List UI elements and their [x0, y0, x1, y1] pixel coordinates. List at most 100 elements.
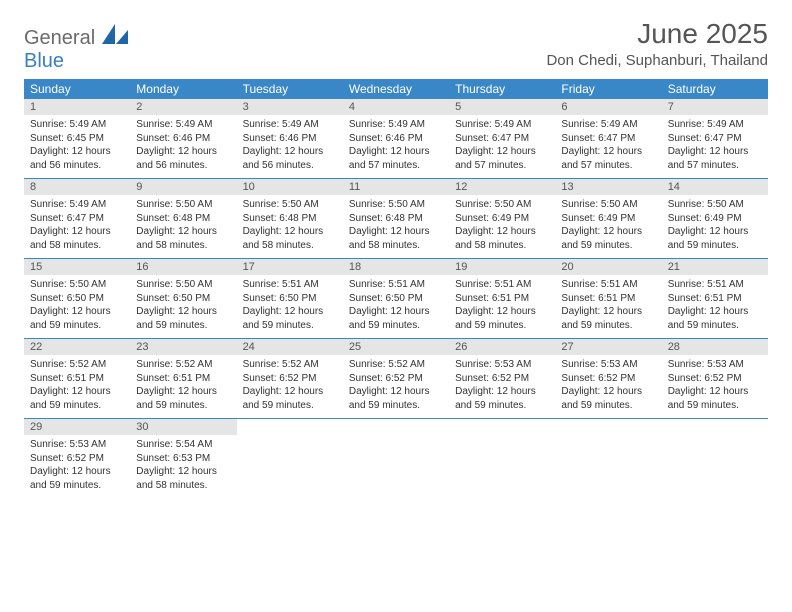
- month-title: June 2025: [546, 18, 768, 50]
- weekday-header: Wednesday: [343, 79, 449, 99]
- weekday-header: Tuesday: [237, 79, 343, 99]
- calendar-cell: 23Sunrise: 5:52 AMSunset: 6:51 PMDayligh…: [130, 339, 236, 419]
- day-number: 11: [343, 179, 449, 195]
- day-details: Sunrise: 5:52 AMSunset: 6:52 PMDaylight:…: [237, 355, 343, 418]
- day-details: Sunrise: 5:52 AMSunset: 6:52 PMDaylight:…: [343, 355, 449, 418]
- calendar-cell: 13Sunrise: 5:50 AMSunset: 6:49 PMDayligh…: [555, 179, 661, 259]
- calendar-cell: 29Sunrise: 5:53 AMSunset: 6:52 PMDayligh…: [24, 419, 130, 499]
- calendar-cell: 12Sunrise: 5:50 AMSunset: 6:49 PMDayligh…: [449, 179, 555, 259]
- calendar-cell: 21Sunrise: 5:51 AMSunset: 6:51 PMDayligh…: [662, 259, 768, 339]
- day-details: Sunrise: 5:52 AMSunset: 6:51 PMDaylight:…: [24, 355, 130, 418]
- day-details: Sunrise: 5:51 AMSunset: 6:51 PMDaylight:…: [449, 275, 555, 338]
- day-number: 5: [449, 99, 555, 115]
- day-details: Sunrise: 5:50 AMSunset: 6:50 PMDaylight:…: [130, 275, 236, 338]
- day-number: 29: [24, 419, 130, 435]
- day-details: Sunrise: 5:51 AMSunset: 6:51 PMDaylight:…: [555, 275, 661, 338]
- day-number: 10: [237, 179, 343, 195]
- day-number: 1: [24, 99, 130, 115]
- calendar-cell: 8Sunrise: 5:49 AMSunset: 6:47 PMDaylight…: [24, 179, 130, 259]
- calendar-cell: [555, 419, 661, 499]
- weekday-header: Monday: [130, 79, 236, 99]
- day-details: Sunrise: 5:53 AMSunset: 6:52 PMDaylight:…: [662, 355, 768, 418]
- day-details: Sunrise: 5:50 AMSunset: 6:49 PMDaylight:…: [555, 195, 661, 258]
- day-details: Sunrise: 5:49 AMSunset: 6:46 PMDaylight:…: [343, 115, 449, 178]
- calendar-head: SundayMondayTuesdayWednesdayThursdayFrid…: [24, 79, 768, 99]
- day-number: 17: [237, 259, 343, 275]
- day-details: Sunrise: 5:52 AMSunset: 6:51 PMDaylight:…: [130, 355, 236, 418]
- day-details: Sunrise: 5:53 AMSunset: 6:52 PMDaylight:…: [24, 435, 130, 498]
- calendar-cell: 3Sunrise: 5:49 AMSunset: 6:46 PMDaylight…: [237, 99, 343, 179]
- day-details: Sunrise: 5:51 AMSunset: 6:50 PMDaylight:…: [237, 275, 343, 338]
- day-details: Sunrise: 5:49 AMSunset: 6:47 PMDaylight:…: [662, 115, 768, 178]
- logo-text: General Blue: [24, 24, 128, 73]
- logo-sail-icon: [102, 24, 128, 44]
- calendar-week: 15Sunrise: 5:50 AMSunset: 6:50 PMDayligh…: [24, 259, 768, 339]
- day-number: 20: [555, 259, 661, 275]
- calendar-week: 8Sunrise: 5:49 AMSunset: 6:47 PMDaylight…: [24, 179, 768, 259]
- calendar-cell: 18Sunrise: 5:51 AMSunset: 6:50 PMDayligh…: [343, 259, 449, 339]
- day-number: 28: [662, 339, 768, 355]
- title-area: June 2025 Don Chedi, Suphanburi, Thailan…: [546, 18, 768, 69]
- day-number: 2: [130, 99, 236, 115]
- calendar-cell: 25Sunrise: 5:52 AMSunset: 6:52 PMDayligh…: [343, 339, 449, 419]
- header: General Blue June 2025 Don Chedi, Suphan…: [24, 18, 768, 73]
- weekday-header: Sunday: [24, 79, 130, 99]
- calendar-cell: [662, 419, 768, 499]
- day-number: 13: [555, 179, 661, 195]
- day-details: Sunrise: 5:50 AMSunset: 6:49 PMDaylight:…: [449, 195, 555, 258]
- calendar-cell: 22Sunrise: 5:52 AMSunset: 6:51 PMDayligh…: [24, 339, 130, 419]
- weekday-header: Friday: [555, 79, 661, 99]
- day-number: 14: [662, 179, 768, 195]
- calendar-cell: 4Sunrise: 5:49 AMSunset: 6:46 PMDaylight…: [343, 99, 449, 179]
- calendar-cell: [449, 419, 555, 499]
- day-details: Sunrise: 5:51 AMSunset: 6:51 PMDaylight:…: [662, 275, 768, 338]
- day-number: 23: [130, 339, 236, 355]
- day-number: 30: [130, 419, 236, 435]
- weekday-header: Saturday: [662, 79, 768, 99]
- calendar-cell: 9Sunrise: 5:50 AMSunset: 6:48 PMDaylight…: [130, 179, 236, 259]
- logo: General Blue: [24, 24, 128, 73]
- day-number: 25: [343, 339, 449, 355]
- calendar-cell: 6Sunrise: 5:49 AMSunset: 6:47 PMDaylight…: [555, 99, 661, 179]
- logo-line2: Blue: [24, 50, 64, 72]
- day-details: Sunrise: 5:49 AMSunset: 6:46 PMDaylight:…: [130, 115, 236, 178]
- calendar-cell: 10Sunrise: 5:50 AMSunset: 6:48 PMDayligh…: [237, 179, 343, 259]
- day-number: 15: [24, 259, 130, 275]
- day-number: 9: [130, 179, 236, 195]
- calendar-cell: 5Sunrise: 5:49 AMSunset: 6:47 PMDaylight…: [449, 99, 555, 179]
- day-number: 7: [662, 99, 768, 115]
- day-number: 18: [343, 259, 449, 275]
- calendar-body: 1Sunrise: 5:49 AMSunset: 6:45 PMDaylight…: [24, 99, 768, 498]
- calendar-cell: [237, 419, 343, 499]
- calendar-cell: 26Sunrise: 5:53 AMSunset: 6:52 PMDayligh…: [449, 339, 555, 419]
- calendar-cell: 1Sunrise: 5:49 AMSunset: 6:45 PMDaylight…: [24, 99, 130, 179]
- weekday-header: Thursday: [449, 79, 555, 99]
- location: Don Chedi, Suphanburi, Thailand: [546, 52, 768, 69]
- calendar-cell: 19Sunrise: 5:51 AMSunset: 6:51 PMDayligh…: [449, 259, 555, 339]
- calendar-cell: 2Sunrise: 5:49 AMSunset: 6:46 PMDaylight…: [130, 99, 236, 179]
- calendar-table: SundayMondayTuesdayWednesdayThursdayFrid…: [24, 79, 768, 498]
- logo-line1: General: [24, 27, 95, 49]
- calendar-cell: 28Sunrise: 5:53 AMSunset: 6:52 PMDayligh…: [662, 339, 768, 419]
- day-details: Sunrise: 5:51 AMSunset: 6:50 PMDaylight:…: [343, 275, 449, 338]
- day-details: Sunrise: 5:50 AMSunset: 6:49 PMDaylight:…: [662, 195, 768, 258]
- day-number: 4: [343, 99, 449, 115]
- day-number: 8: [24, 179, 130, 195]
- calendar-cell: 15Sunrise: 5:50 AMSunset: 6:50 PMDayligh…: [24, 259, 130, 339]
- day-number: 26: [449, 339, 555, 355]
- day-number: 27: [555, 339, 661, 355]
- day-details: Sunrise: 5:49 AMSunset: 6:45 PMDaylight:…: [24, 115, 130, 178]
- day-details: Sunrise: 5:54 AMSunset: 6:53 PMDaylight:…: [130, 435, 236, 498]
- day-number: 21: [662, 259, 768, 275]
- day-details: Sunrise: 5:49 AMSunset: 6:47 PMDaylight:…: [555, 115, 661, 178]
- day-details: Sunrise: 5:53 AMSunset: 6:52 PMDaylight:…: [555, 355, 661, 418]
- day-details: Sunrise: 5:49 AMSunset: 6:47 PMDaylight:…: [449, 115, 555, 178]
- day-details: Sunrise: 5:50 AMSunset: 6:50 PMDaylight:…: [24, 275, 130, 338]
- calendar-cell: 30Sunrise: 5:54 AMSunset: 6:53 PMDayligh…: [130, 419, 236, 499]
- day-number: 16: [130, 259, 236, 275]
- day-details: Sunrise: 5:53 AMSunset: 6:52 PMDaylight:…: [449, 355, 555, 418]
- calendar-cell: 17Sunrise: 5:51 AMSunset: 6:50 PMDayligh…: [237, 259, 343, 339]
- day-details: Sunrise: 5:50 AMSunset: 6:48 PMDaylight:…: [130, 195, 236, 258]
- day-number: 22: [24, 339, 130, 355]
- calendar-week: 1Sunrise: 5:49 AMSunset: 6:45 PMDaylight…: [24, 99, 768, 179]
